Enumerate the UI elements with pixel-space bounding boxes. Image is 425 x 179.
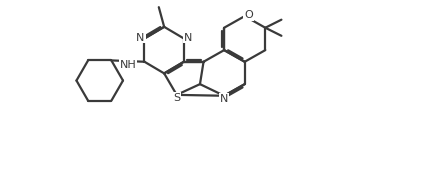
Text: N: N [184,33,192,43]
Text: O: O [244,10,253,20]
Text: N: N [220,94,228,104]
Text: NH: NH [119,60,136,70]
Text: S: S [173,93,180,103]
Text: N: N [136,33,145,43]
